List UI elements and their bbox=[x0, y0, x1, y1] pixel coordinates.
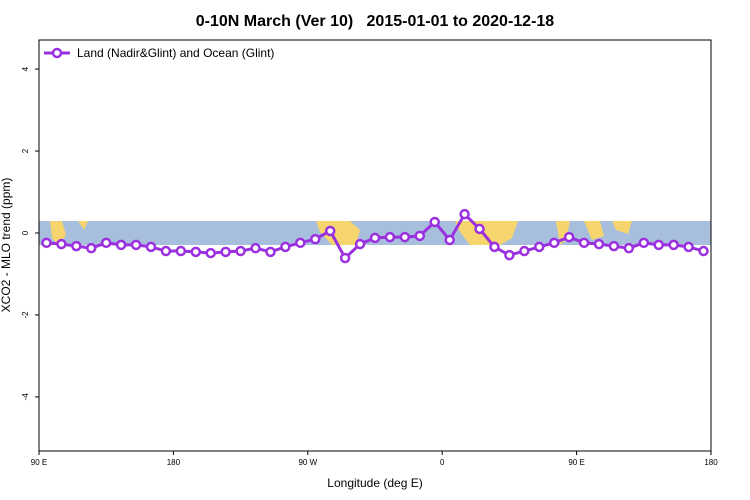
y-tick-label: 4 bbox=[21, 66, 30, 71]
legend-label: Land (Nadir&Glint) and Ocean (Glint) bbox=[77, 46, 274, 60]
x-tick-label: 90 E bbox=[568, 458, 584, 467]
x-tick-label: 180 bbox=[704, 458, 718, 467]
data-point bbox=[354, 238, 366, 250]
data-point bbox=[578, 237, 590, 249]
data-point bbox=[190, 246, 202, 258]
data-point bbox=[668, 239, 679, 251]
x-tick-label: 180 bbox=[167, 458, 181, 467]
data-point bbox=[414, 230, 426, 242]
data-point bbox=[280, 241, 291, 253]
x-tick-label: 0 bbox=[440, 458, 445, 467]
data-point bbox=[429, 216, 440, 228]
land bbox=[612, 221, 632, 234]
data-point bbox=[56, 238, 67, 250]
data-point bbox=[100, 237, 112, 249]
land bbox=[556, 221, 570, 245]
data-point bbox=[384, 231, 396, 243]
data-point bbox=[534, 241, 545, 253]
data-point bbox=[683, 241, 694, 253]
data-point bbox=[369, 232, 381, 244]
y-tick-label: 2 bbox=[21, 148, 30, 153]
data-point bbox=[474, 223, 485, 235]
data-point bbox=[459, 208, 470, 220]
plot-frame bbox=[38, 39, 712, 452]
land bbox=[78, 221, 88, 230]
data-point bbox=[638, 237, 650, 249]
data-point bbox=[339, 252, 351, 264]
data-point bbox=[399, 231, 411, 243]
x-axis-label: Longitude (deg E) bbox=[327, 476, 422, 490]
legend-marker bbox=[51, 47, 63, 59]
data-point bbox=[608, 240, 620, 252]
data-point bbox=[504, 249, 515, 261]
data-point bbox=[235, 245, 246, 257]
data-point bbox=[548, 237, 560, 249]
data-point bbox=[295, 237, 306, 249]
y-tick-label: -4 bbox=[21, 393, 30, 401]
data-point bbox=[86, 242, 97, 254]
data-point bbox=[265, 246, 276, 258]
land bbox=[455, 221, 518, 245]
data-point bbox=[489, 241, 500, 253]
x-tick-label: 90 E bbox=[31, 458, 47, 467]
data-point bbox=[41, 237, 52, 249]
data-point bbox=[160, 245, 172, 257]
y-axis-label: XCO2 - MLO trend (ppm) bbox=[0, 178, 13, 313]
y-tick-label: 0 bbox=[21, 230, 30, 235]
data-point bbox=[623, 242, 635, 254]
data-point bbox=[71, 240, 82, 252]
y-tick-label: -2 bbox=[21, 311, 30, 319]
data-point bbox=[444, 234, 455, 246]
data-point bbox=[145, 241, 157, 253]
data-point bbox=[563, 231, 575, 243]
data-point bbox=[175, 245, 187, 257]
data-point bbox=[653, 239, 664, 251]
data-point bbox=[593, 238, 605, 250]
data-point bbox=[324, 225, 336, 237]
data-point bbox=[250, 242, 261, 254]
data-point bbox=[519, 245, 530, 257]
data-point bbox=[130, 239, 142, 251]
data-point bbox=[220, 246, 231, 258]
data-point bbox=[205, 247, 216, 259]
data-point bbox=[310, 233, 321, 245]
land bbox=[584, 221, 604, 240]
data-point bbox=[115, 239, 127, 251]
x-tick-label: 90 W bbox=[298, 458, 317, 467]
data-point bbox=[698, 245, 709, 257]
chart-title: 0-10N March (Ver 10) 2015-01-01 to 2020-… bbox=[196, 13, 555, 30]
